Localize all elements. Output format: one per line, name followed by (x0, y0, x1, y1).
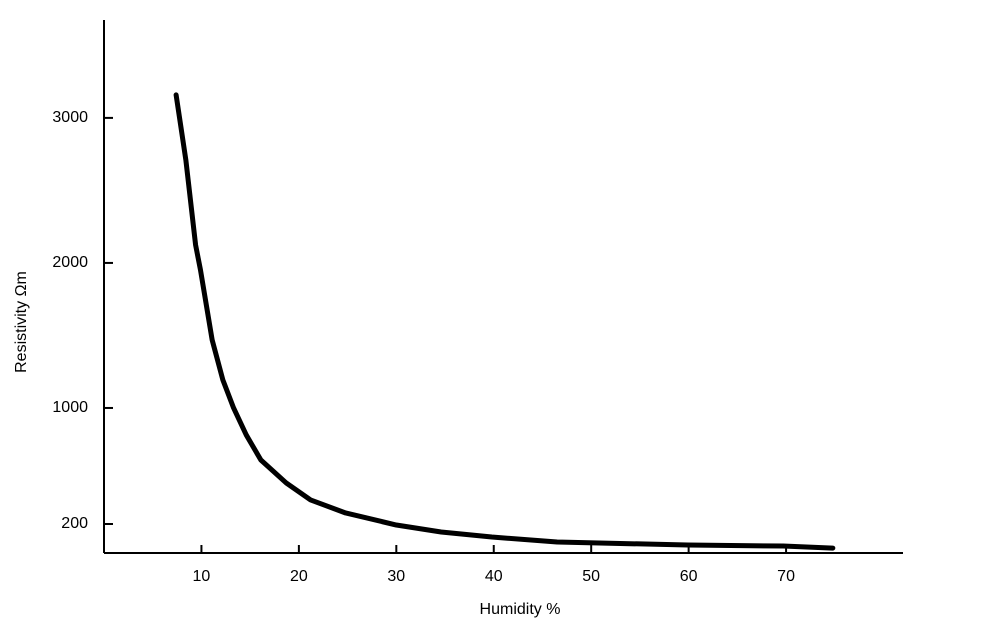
y-tick-label: 1000 (52, 399, 88, 416)
x-tick-label: 40 (485, 568, 503, 585)
x-tick-label: 20 (290, 568, 308, 585)
y-tick-label: 200 (61, 515, 88, 532)
y-tick-label: 3000 (52, 109, 88, 126)
x-tick-label: 30 (387, 568, 405, 585)
y-tick-label: 2000 (52, 254, 88, 271)
x-tick-label: 50 (582, 568, 600, 585)
x-axis-label: Humidity % (480, 601, 561, 618)
x-tick-label: 70 (777, 568, 795, 585)
x-tick-label: 10 (193, 568, 211, 585)
x-tick-label: 60 (680, 568, 698, 585)
data-line (173, 92, 836, 551)
y-axis-label: Resistivity Ωm (13, 271, 30, 373)
